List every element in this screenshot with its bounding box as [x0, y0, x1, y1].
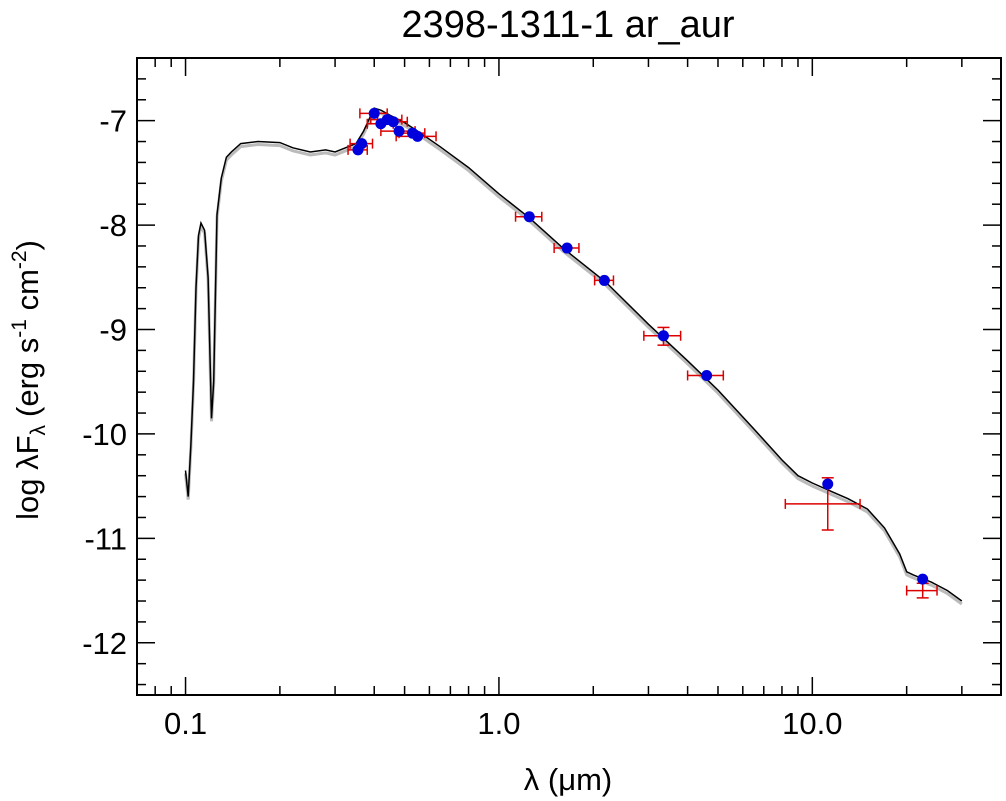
- y-tick-label: -12: [82, 626, 127, 661]
- photometry-points: [352, 107, 929, 585]
- y-axis-label-units-post: ): [10, 240, 45, 250]
- y-axis-label-units-mid: cm: [10, 269, 45, 319]
- data-point: [822, 478, 834, 490]
- model-curve: [184, 107, 963, 602]
- chart-title: 2398-1311-1 ar_aur: [401, 4, 734, 46]
- data-point: [356, 138, 368, 150]
- y-axis-label-exp2: -2: [8, 250, 31, 269]
- y-axis-label: log λFλ (erg s-1 cm-2): [8, 240, 50, 520]
- axis-tick-labels: 0.1 1.0 10.0 -7 -8 -9 -10 -11 -12: [82, 104, 842, 741]
- data-point: [393, 125, 405, 137]
- x-tick-label: 0.1: [164, 706, 207, 741]
- data-point: [523, 211, 535, 223]
- x-tick-label: 10.0: [782, 706, 842, 741]
- data-point: [701, 369, 713, 381]
- data-point: [598, 274, 610, 286]
- y-tick-label: -10: [82, 417, 127, 452]
- y-tick-label: -11: [84, 521, 127, 556]
- data-point: [368, 107, 380, 119]
- data-point: [657, 330, 669, 342]
- x-tick-label: 1.0: [477, 706, 520, 741]
- axis-ticks: [136, 57, 1002, 695]
- data-point: [561, 242, 573, 254]
- plot-frame: [136, 57, 1002, 696]
- y-tick-label: -8: [99, 208, 127, 243]
- model-curve-unreddened: [184, 109, 963, 606]
- x-axis-label: λ (μm): [524, 762, 612, 797]
- data-point: [387, 116, 399, 128]
- y-axis-label-units-pre: (erg s: [10, 338, 45, 417]
- data-point: [917, 573, 929, 585]
- y-tick-label: -9: [99, 313, 127, 348]
- y-axis-label-main: log λF: [10, 435, 45, 519]
- error-bars: [347, 108, 938, 599]
- data-point: [412, 130, 424, 142]
- y-axis-label-sub: λ: [27, 424, 50, 435]
- y-axis-label-exp1: -1: [8, 319, 31, 338]
- y-tick-label: -7: [99, 104, 127, 139]
